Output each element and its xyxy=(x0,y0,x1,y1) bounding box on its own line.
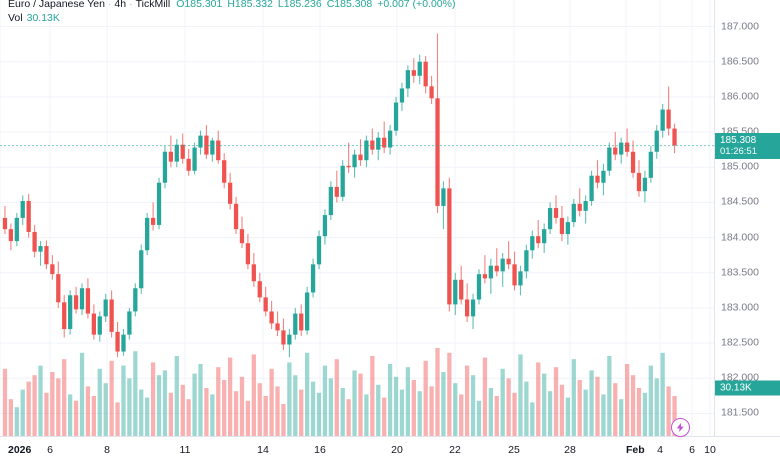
time-tick: 28 xyxy=(564,444,576,456)
time-tick: 22 xyxy=(449,444,461,456)
current-price-value: 185.308 xyxy=(720,134,757,146)
time-tick: 20 xyxy=(391,444,403,456)
price-tick: 187.000 xyxy=(721,20,759,33)
price-tick: 186.500 xyxy=(721,55,759,68)
volume-series xyxy=(2,348,677,436)
time-tick: Feb xyxy=(626,444,645,456)
price-tick: 181.500 xyxy=(721,406,759,419)
price-scale-axis[interactable]: 187.000 186.500 186.000 185.500 185.000 184.5… xyxy=(714,0,780,436)
current-price-line xyxy=(0,144,714,147)
time-tick: 6 xyxy=(689,444,695,456)
time-tick: 25 xyxy=(508,444,520,456)
price-tick: 182.000 xyxy=(721,371,759,384)
time-tick: 10 xyxy=(704,444,716,456)
lightning-glyph xyxy=(676,422,684,433)
price-tick: 185.500 xyxy=(721,125,759,138)
price-tick: 184.500 xyxy=(721,195,759,208)
price-tick: 185.000 xyxy=(721,160,759,173)
chart-grid xyxy=(0,0,714,436)
candlestick-series xyxy=(2,33,677,358)
price-tick: 182.500 xyxy=(721,336,759,349)
time-tick: 4 xyxy=(657,444,663,456)
price-tick: 184.000 xyxy=(721,231,759,244)
price-tick: 183.500 xyxy=(721,266,759,279)
time-tick: 16 xyxy=(314,444,326,456)
price-tick: 186.000 xyxy=(721,90,759,103)
volume-badge: 30.13K xyxy=(715,380,780,396)
time-tick: 6 xyxy=(47,444,53,456)
current-price-countdown: 01:26:51 xyxy=(720,145,757,157)
time-tick: 11 xyxy=(179,444,191,456)
time-tick: 8 xyxy=(104,444,110,456)
chart-plot-area[interactable] xyxy=(0,0,714,436)
lightning-icon[interactable] xyxy=(671,418,690,437)
price-tick: 183.000 xyxy=(721,301,759,314)
time-scale-axis[interactable]: 2026 6 8 11 14 16 20 22 25 28 Feb 4 6 10 xyxy=(0,436,780,470)
time-tick: 2026 xyxy=(8,444,32,456)
current-price-badge: 185.308 01:26:51 xyxy=(715,132,780,159)
time-tick: 14 xyxy=(257,444,269,456)
